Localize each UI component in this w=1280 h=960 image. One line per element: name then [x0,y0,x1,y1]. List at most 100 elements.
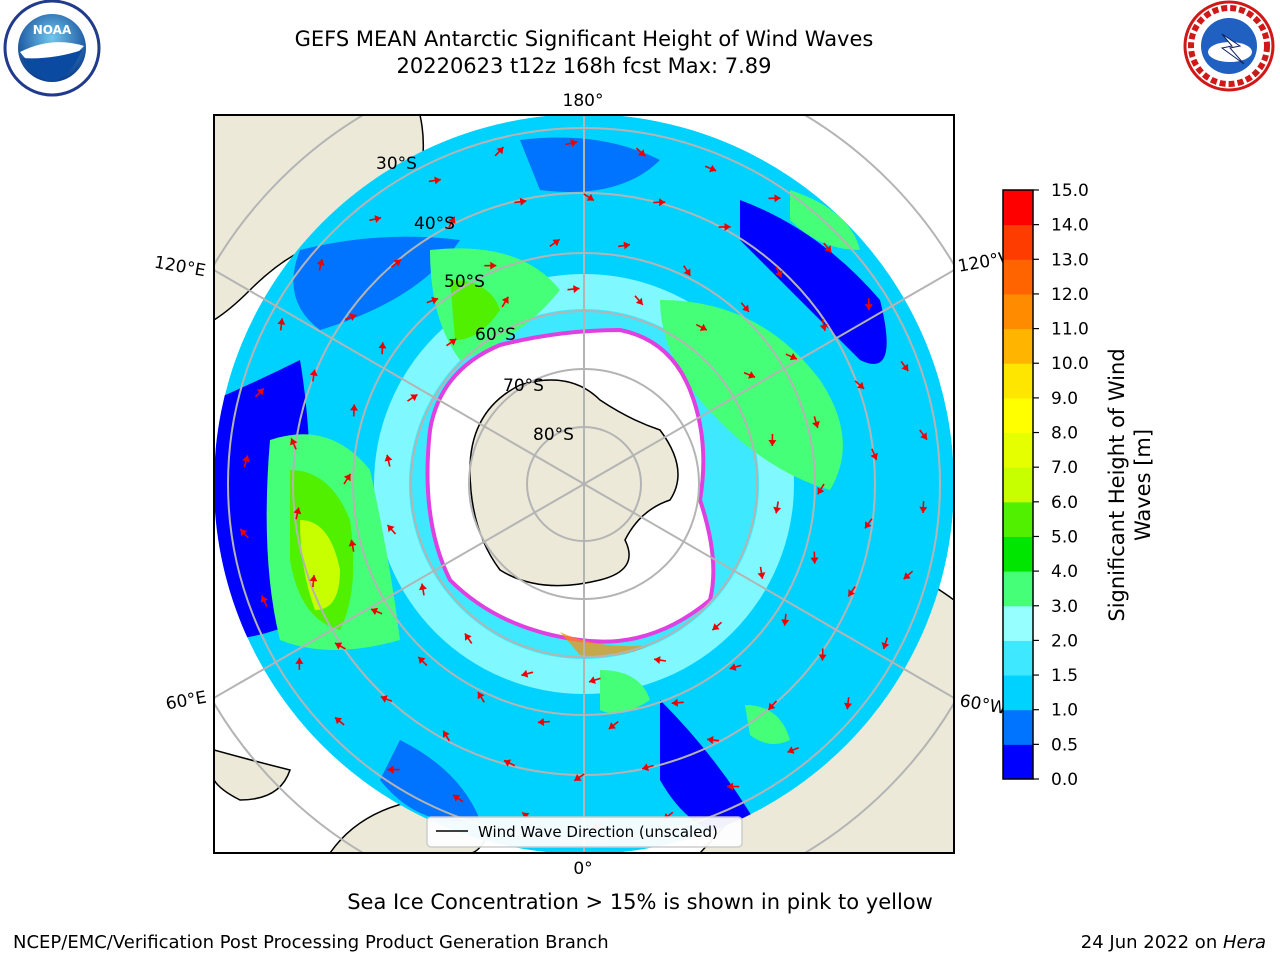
lon-label-60w: 60°W [958,691,1008,719]
wave-vector-head [477,692,485,700]
colorbar: 0.0 0.5 1.0 1.5 2.0 3.0 4.0 5.0 6.0 7.0 8.0 9.0 10.0… [1002,181,1089,790]
wave-vector-head [671,698,678,707]
colorbar-segment [1003,259,1033,295]
colorbar-tick-label: 7.0 [1051,458,1078,478]
wave-vector-head [378,342,387,349]
antarctica-landmass [469,379,679,587]
wave-vector-head [349,313,357,321]
wave-vector-head [818,654,827,661]
wave-vector-head [787,746,795,754]
wave-vector-head [384,454,393,462]
wave-vector-head [589,676,596,684]
colorbar-tick-label: 14.0 [1051,216,1089,236]
lon-label-120e: 120°E [153,253,207,282]
wave-vector-head [501,296,509,304]
wave-vector-head [453,794,461,802]
wave-vector-head [919,506,928,513]
wave-vector-head [334,717,343,725]
wave-vector-head [789,352,797,361]
wave-vector-head [496,147,504,155]
colorbar-segment [1003,744,1033,780]
wave-vector-head [504,759,512,767]
colorbar-tick-label: 0.5 [1051,735,1078,755]
nws-logo [1183,0,1275,92]
wave-vector-head [431,296,439,305]
vector-legend: Wind Wave Direction (unscaled) [426,816,743,848]
wave-vector-head [464,633,472,641]
wave-vector-head [901,363,909,371]
wave-vector-head [448,216,456,224]
wave-vector-head [817,487,825,495]
colorbar-tick-label: 0.0 [1051,770,1078,790]
wave-vector-head [864,521,872,529]
colorbar-tick-label: 5.0 [1051,527,1078,547]
colorbar-tick-label: 8.0 [1051,424,1078,444]
colorbar-tick-label: 11.0 [1051,320,1089,340]
wave-vector-head [757,572,766,579]
wave-vector-head [309,575,318,582]
wave-vector-head [773,506,782,514]
wave-vector-head [586,193,594,201]
wave-vector-head [608,722,616,729]
lat-label-70s: 70°S [503,376,544,396]
wave-vector-head [727,782,734,791]
wave-vector-head [683,268,691,276]
colorbar-segment [1003,467,1033,503]
wave-vector-head [293,507,302,515]
wave-vector-head [371,607,379,616]
wave-vector-head [848,589,855,597]
wave-vector-head [393,259,401,267]
wave-vector-head [410,394,418,402]
lat-label-60s: 60°S [475,325,516,345]
colorbar-border [1002,189,1034,780]
wave-vector-head [699,323,707,331]
colorbar-segment [1003,328,1033,364]
wave-vector-head [374,215,382,223]
wave-vector-head [442,730,450,738]
wave-vector-head [707,736,714,744]
lon-label-60e: 60°E [164,688,208,715]
wave-vector-head [242,455,250,463]
wave-vector-head [537,718,545,726]
wave-vector-head [290,438,298,446]
lon-label-180: 180° [563,91,604,111]
wave-vector-head [748,371,756,379]
wave-vector-head [490,261,497,270]
wave-vector-head [881,642,890,649]
wave-vector-head [380,695,388,703]
wave-vector-head [573,285,580,294]
wave-vector-head [387,765,394,774]
wave-vector-head [387,525,395,533]
colorbar-segment [1003,224,1033,260]
colorbar-segment [1003,640,1033,676]
wave-vector-head [844,702,852,710]
sea-ice-caption: Sea Ice Concentration > 15% is shown in … [347,890,933,914]
colorbar-tick-label: 2.0 [1051,631,1078,651]
colorbar-label-line2: Waves [m] [1131,429,1155,541]
colorbar-segment [1003,709,1033,745]
colorbar-label-line1: Significant Height of Wind [1105,348,1129,621]
wave-vector-head [638,149,646,157]
wave-vector-head [635,297,643,305]
colorbar-label: Significant Height of Wind Waves [m] [1105,348,1155,621]
colorbar-segment [1003,432,1033,468]
wave-vector-head [521,669,529,678]
colorbar-segment [1003,571,1033,607]
wind-wave-vectors [239,139,928,830]
wave-vector-head [824,245,832,253]
colorbar-tick-label: 15.0 [1051,181,1089,201]
chart-title: GEFS MEAN Antarctic Significant Height o… [294,27,874,51]
wave-vector-head [260,595,268,603]
wave-vector-head [552,239,560,247]
colorbar-tick-label: 13.0 [1051,250,1089,270]
wave-vector-head [712,623,720,631]
colorbar-segment [1003,293,1033,330]
wave-vector-head [418,657,426,664]
generation-date: 24 Jun 2022 on Hera [1081,932,1266,953]
wave-vector-head [419,583,427,591]
wave-vector-head [724,223,731,231]
wave-vector-head [277,318,286,325]
colorbar-tick-label: 1.0 [1051,701,1078,721]
wave-vector-head [768,440,777,446]
